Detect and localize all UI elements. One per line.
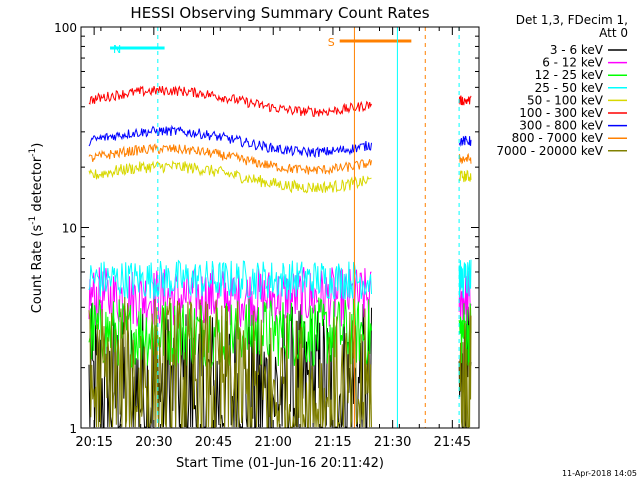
series-line-7 <box>88 143 472 176</box>
series-line-3 <box>88 259 472 300</box>
x-tick-label: 21:00 <box>254 435 291 450</box>
annotation-label-1: S <box>328 36 335 49</box>
annotation-label-0: N <box>113 43 121 56</box>
x-axis-label: Start Time (01-Jun-16 20:11:42) <box>176 456 384 471</box>
legend-entry-6: 300 - 800 keV <box>519 119 603 133</box>
x-tick-label: 21:45 <box>434 435 471 450</box>
legend-entry-8: 7000 - 20000 keV <box>496 144 603 158</box>
x-tick-label: 21:15 <box>314 435 351 450</box>
legend-header-line2: Att 0 <box>599 26 628 40</box>
y-axis: 1 10 100 <box>54 21 479 436</box>
y-tick-label: 1 <box>69 422 77 436</box>
y-axis-label: Count Rate (s-1 detector-1) <box>28 143 45 314</box>
legend-entry-1: 6 - 12 keV <box>542 56 604 70</box>
series-line-4 <box>88 160 472 194</box>
x-tick-label: 20:45 <box>195 435 232 450</box>
legend-header-line1: Det 1,3, FDecim 1, <box>516 13 628 27</box>
legend-entry-2: 12 - 25 keV <box>535 68 604 82</box>
plot-area: NS <box>88 27 472 429</box>
x-tick-label: 21:30 <box>374 435 411 450</box>
series-line-8 <box>88 296 472 428</box>
legend-entry-0: 3 - 6 keV <box>550 43 604 57</box>
footer-date: 11-Apr-2018 14:05 <box>562 469 637 478</box>
y-tick-label: 10 <box>62 222 77 236</box>
legend-entry-3: 25 - 50 keV <box>535 81 604 95</box>
x-axis: 20:15 20:30 20:45 21:00 21:15 21:30 21:45 <box>75 27 471 450</box>
x-tick-label: 20:30 <box>135 435 172 450</box>
chart-title: HESSI Observing Summary Count Rates <box>130 4 429 22</box>
series-line-5 <box>88 85 472 117</box>
x-tick-label: 20:15 <box>75 435 112 450</box>
legend-entry-7: 800 - 7000 keV <box>512 131 604 145</box>
series-line-6 <box>88 124 472 159</box>
y-tick-label: 100 <box>54 21 77 35</box>
legend-entry-4: 50 - 100 keV <box>527 93 604 107</box>
legend-entry-5: 100 - 300 keV <box>519 106 603 120</box>
